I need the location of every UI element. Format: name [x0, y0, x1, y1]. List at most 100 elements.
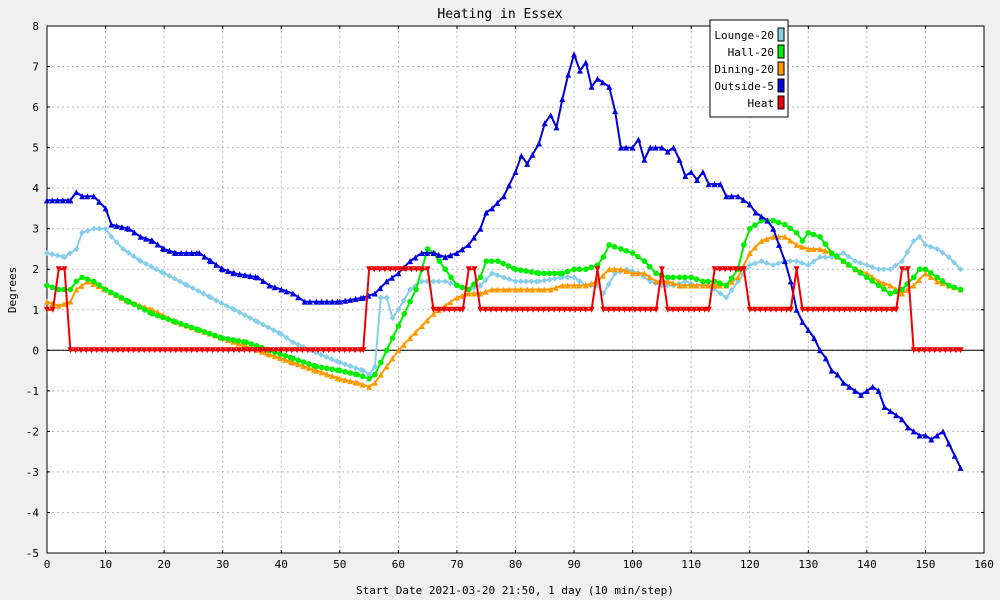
series-point-outside-5 — [852, 387, 859, 394]
series-point-heat — [93, 347, 100, 354]
series-point-lounge-20 — [500, 274, 507, 281]
series-point-outside-5 — [828, 367, 835, 374]
series-point-dining-20 — [611, 266, 618, 273]
series-point-lounge-20 — [360, 367, 367, 374]
series-point-lounge-20 — [523, 278, 530, 285]
series-point-dining-20 — [55, 302, 62, 309]
series-point-heat — [330, 347, 337, 354]
series-point-outside-5 — [899, 416, 906, 423]
series-point-lounge-20 — [418, 278, 425, 285]
series-point-hall-20 — [243, 339, 249, 346]
y-tick-label: 8 — [32, 20, 39, 33]
series-point-outside-5 — [752, 209, 759, 216]
series-point-hall-20 — [44, 282, 50, 289]
series-point-heat — [910, 347, 917, 354]
series-point-hall-20 — [746, 225, 753, 232]
series-point-hall-20 — [413, 286, 419, 293]
series-point-lounge-20 — [875, 266, 882, 273]
series-point-dining-20 — [295, 361, 302, 368]
series-point-heat — [67, 347, 74, 354]
y-tick-label: -4 — [26, 506, 40, 519]
series-point-lounge-20 — [430, 278, 437, 285]
legend-swatch — [777, 61, 785, 76]
series-point-heat — [209, 347, 216, 354]
series-point-dining-20 — [371, 379, 378, 386]
series-point-heat — [566, 306, 573, 313]
series-point-hall-20 — [817, 234, 823, 240]
series-point-heat — [857, 306, 864, 313]
series-point-lounge-20 — [195, 287, 202, 294]
series-point-hall-20 — [324, 365, 330, 372]
series-point-outside-5 — [371, 290, 378, 297]
series-point-lounge-20 — [383, 294, 390, 301]
series-point-lounge-20 — [44, 250, 50, 257]
series-point-heat — [873, 306, 880, 313]
series-point-hall-20 — [67, 286, 74, 293]
series-point-hall-20 — [799, 238, 806, 244]
series-point-dining-20 — [798, 243, 805, 250]
series-point-hall-20 — [477, 274, 484, 281]
series-point-hall-20 — [136, 304, 143, 310]
series-point-heat — [381, 266, 388, 273]
series-point-lounge-20 — [447, 280, 454, 287]
series-point-hall-20 — [536, 270, 542, 277]
series-point-heat — [836, 306, 843, 313]
series-point-dining-20 — [676, 282, 683, 289]
series-point-outside-5 — [576, 67, 583, 74]
legend-label: Dining-20 — [714, 63, 774, 76]
series-point-heat — [477, 306, 484, 313]
series-point-outside-5 — [412, 254, 419, 261]
series-point-lounge-20 — [770, 262, 777, 269]
series-point-dining-20 — [699, 282, 706, 289]
series-point-hall-20 — [342, 368, 348, 375]
series-point-heat — [451, 306, 458, 313]
series-point-hall-20 — [770, 217, 776, 224]
series-point-heat — [246, 347, 253, 354]
series-point-heat — [931, 347, 938, 354]
series-point-dining-20 — [336, 375, 343, 382]
series-point-hall-20 — [705, 278, 711, 285]
series-point-heat — [926, 347, 933, 354]
series-point-hall-20 — [448, 274, 454, 281]
series-point-outside-5 — [395, 270, 402, 277]
series-point-lounge-20 — [176, 278, 183, 285]
series-point-dining-20 — [277, 355, 284, 362]
series-point-dining-20 — [305, 364, 312, 371]
series-point-outside-5 — [465, 241, 472, 248]
series-point-outside-5 — [606, 83, 613, 90]
series-point-dining-20 — [517, 286, 524, 293]
series-point-heat — [366, 266, 373, 273]
y-tick-label: -1 — [26, 385, 39, 398]
series-point-lounge-20 — [184, 282, 191, 289]
series-point-hall-20 — [160, 314, 166, 321]
series-point-outside-5 — [241, 272, 248, 279]
series-point-heat — [49, 306, 56, 313]
series-point-outside-5 — [957, 464, 964, 471]
series-point-heat — [352, 347, 359, 354]
series-point-outside-5 — [735, 193, 742, 200]
series-point-outside-5 — [67, 197, 74, 204]
series-point-heat — [471, 266, 478, 273]
series-point-lounge-20 — [934, 245, 941, 252]
series-point-lounge-20 — [270, 327, 277, 334]
series-point-heat — [72, 347, 79, 354]
legend: Lounge-20 Hall-20 Dining-20 Outside-5 Heat — [709, 19, 789, 118]
series-point-heat — [446, 306, 453, 313]
series-point-lounge-20 — [189, 285, 196, 292]
series-point-dining-20 — [470, 290, 477, 297]
series-point-hall-20 — [505, 263, 512, 269]
series-point-dining-20 — [395, 347, 402, 354]
y-tick-label: -5 — [26, 547, 39, 560]
series-point-outside-5 — [254, 274, 261, 281]
series-point-outside-5 — [781, 258, 788, 265]
series-point-lounge-20 — [252, 317, 259, 324]
series-point-heat — [424, 266, 431, 273]
series-point-lounge-20 — [66, 250, 73, 257]
series-point-outside-5 — [612, 108, 619, 115]
series-point-outside-5 — [201, 253, 208, 260]
series-point-heat — [696, 306, 703, 313]
series-point-dining-20 — [887, 282, 894, 289]
series-point-hall-20 — [951, 284, 957, 291]
series-point-heat — [799, 306, 806, 313]
series-point-outside-5 — [96, 198, 103, 205]
